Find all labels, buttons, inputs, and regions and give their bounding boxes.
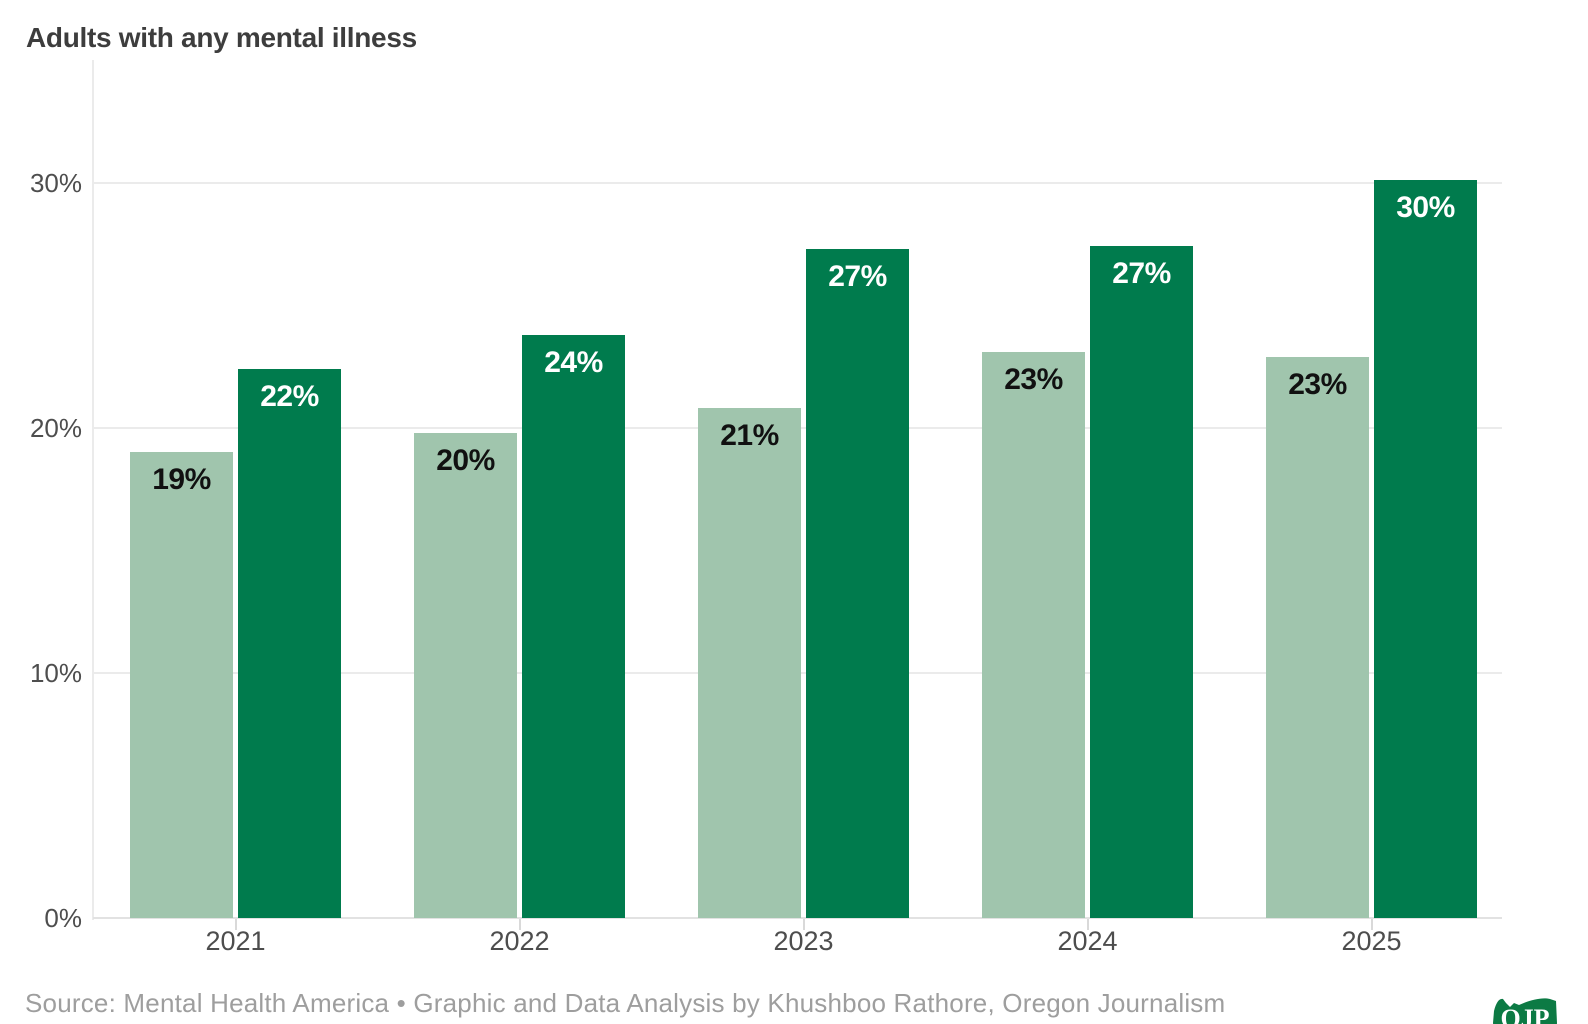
- y-tick-label: 0%: [44, 903, 82, 933]
- bar-value-label: 27%: [828, 260, 887, 293]
- bar-2021-darker-green-series: 22%: [238, 369, 341, 918]
- bar-2021-lighter-green-series: 19%: [130, 452, 233, 918]
- y-axis-line: [92, 60, 94, 920]
- x-tick-mark: [518, 919, 521, 930]
- bar-2022-lighter-green-series: 20%: [414, 433, 517, 918]
- bar-value-label: 24%: [544, 346, 603, 379]
- x-tick-mark: [234, 919, 237, 930]
- x-tick-mark: [802, 919, 805, 930]
- bar-2024-darker-green-series: 27%: [1090, 246, 1193, 918]
- bar-2024-lighter-green-series: 23%: [982, 352, 1085, 918]
- bar-value-label: 19%: [152, 463, 211, 496]
- ojp-logo: OJP: [1492, 991, 1559, 1024]
- x-tick-label-2025: 2025: [1341, 926, 1402, 956]
- y-tick-label: 10%: [29, 657, 82, 688]
- bar-value-label: 30%: [1396, 191, 1455, 224]
- plot-area: 19% 22% 20% 24% 21% 27% 23% 27% 23% 30%: [93, 60, 1502, 919]
- oregon-state-icon: OJP: [1493, 998, 1557, 1024]
- bar-value-label: 21%: [720, 419, 779, 452]
- x-tick-label-2022: 2022: [489, 926, 550, 956]
- chart-title: Adults with any mental illness: [26, 22, 417, 53]
- x-tick-mark: [1086, 919, 1089, 930]
- gridline-0%: [93, 917, 1502, 919]
- x-tick-label-2023: 2023: [773, 926, 834, 956]
- y-tick-label: 30%: [29, 167, 82, 198]
- gridline-30%: [93, 181, 1502, 184]
- y-tick-label: 20%: [29, 412, 82, 443]
- bar-value-label: 23%: [1288, 368, 1347, 401]
- bar-value-label: 27%: [1112, 257, 1171, 290]
- bar-value-label: 20%: [436, 444, 495, 477]
- bar-2025-darker-green-series: 30%: [1374, 180, 1477, 918]
- x-tick-mark: [1370, 919, 1373, 930]
- bar-2023-darker-green-series: 27%: [806, 249, 909, 918]
- bar-2025-lighter-green-series: 23%: [1266, 357, 1369, 918]
- x-tick-label-2024: 2024: [1057, 926, 1118, 956]
- bar-value-label: 23%: [1004, 363, 1063, 396]
- source-line: Source: Mental Health America • Graphic …: [25, 988, 1226, 1018]
- x-tick-label-2021: 2021: [205, 926, 266, 956]
- svg-text:OJP: OJP: [1500, 1004, 1549, 1024]
- bar-2023-lighter-green-series: 21%: [698, 408, 801, 918]
- bar-2022-darker-green-series: 24%: [522, 335, 625, 918]
- bar-value-label: 22%: [260, 380, 319, 413]
